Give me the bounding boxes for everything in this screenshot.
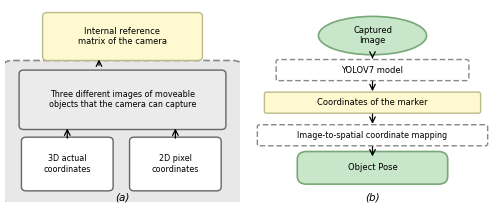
FancyBboxPatch shape — [22, 137, 113, 191]
FancyBboxPatch shape — [276, 59, 469, 81]
Text: 3D actual
coordinates: 3D actual coordinates — [44, 154, 91, 174]
Text: YOLOV7 model: YOLOV7 model — [342, 66, 404, 75]
Text: (b): (b) — [365, 192, 380, 202]
Text: Object Pose: Object Pose — [348, 163, 398, 172]
Text: 2D pixel
coordinates: 2D pixel coordinates — [152, 154, 199, 174]
FancyBboxPatch shape — [2, 60, 242, 204]
Text: (a): (a) — [116, 192, 130, 202]
FancyBboxPatch shape — [258, 125, 488, 146]
Ellipse shape — [318, 16, 426, 55]
Text: Coordinates of the marker: Coordinates of the marker — [317, 98, 428, 107]
FancyBboxPatch shape — [298, 152, 448, 184]
FancyBboxPatch shape — [19, 70, 226, 130]
FancyBboxPatch shape — [264, 92, 480, 113]
FancyBboxPatch shape — [42, 13, 202, 60]
Text: Captured
Image: Captured Image — [353, 26, 392, 45]
FancyBboxPatch shape — [130, 137, 221, 191]
Text: Three different images of moveable
objects that the camera can capture: Three different images of moveable objec… — [49, 90, 196, 109]
Text: Image-to-spatial coordinate mapping: Image-to-spatial coordinate mapping — [298, 131, 448, 140]
Text: Internal reference
matrix of the camera: Internal reference matrix of the camera — [78, 27, 167, 46]
